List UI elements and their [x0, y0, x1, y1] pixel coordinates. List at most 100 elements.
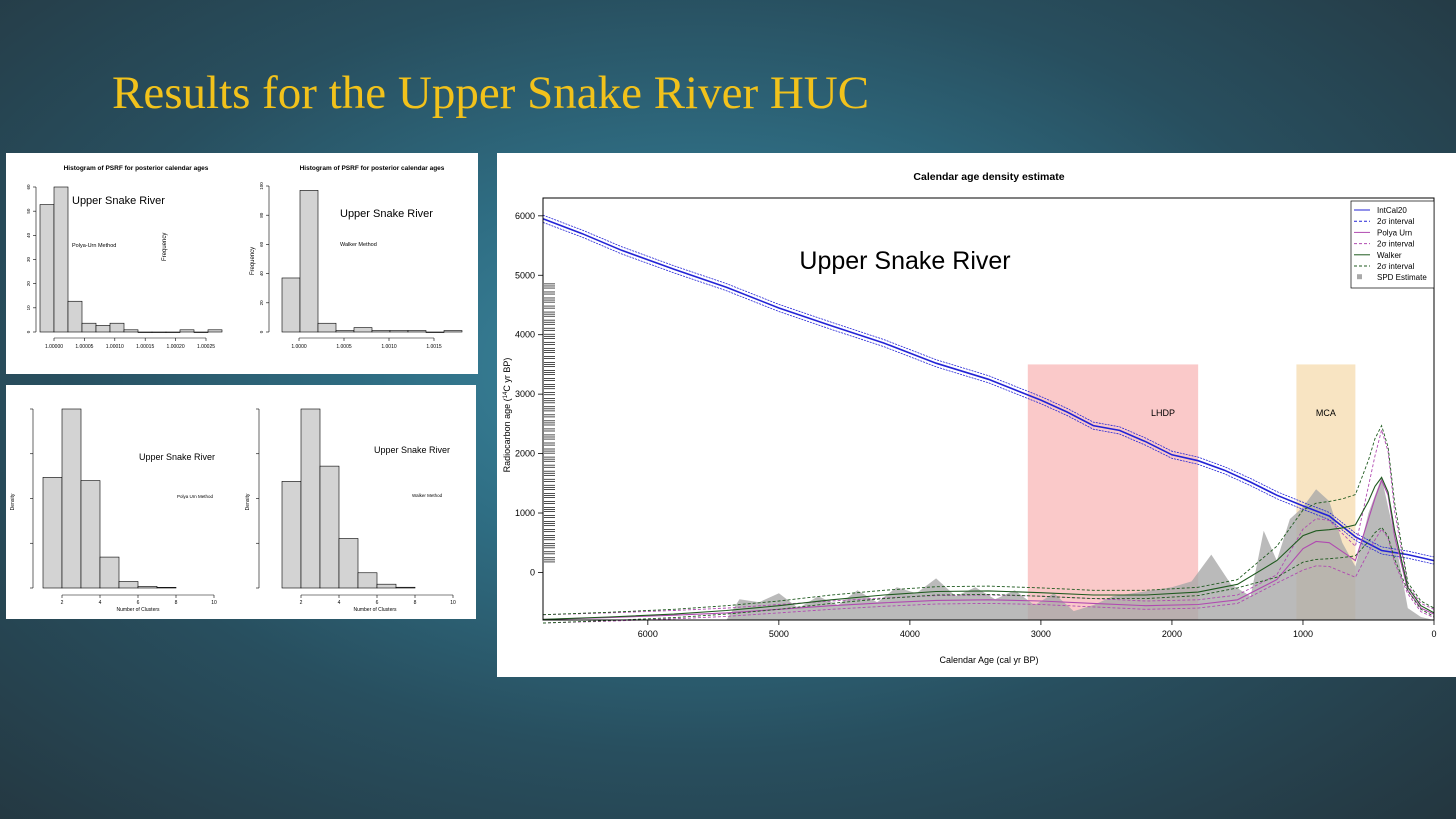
calendar-age-density-chart: Calendar age density estimate LHDP MCA 0 1… — [502, 171, 1437, 665]
histogram-bar — [95, 325, 111, 333]
y-tick-label: 6000 — [515, 211, 535, 221]
y-tick-label: 3000 — [515, 389, 535, 399]
clusters-walker-xlabel: Number of Clusters — [353, 607, 397, 613]
x-tick-label: 6 — [376, 600, 379, 606]
legend-label: 2σ interval — [1377, 262, 1415, 271]
histogram-bar — [80, 480, 101, 589]
density-chart-title: Calendar age density estimate — [913, 171, 1064, 183]
histogram-bar — [443, 330, 463, 333]
y-tick-label: 20 — [259, 300, 264, 306]
histogram-bar — [123, 329, 139, 333]
histogram-bar — [338, 538, 359, 589]
clusters-polya-histogram: Density 2 4 6 8 10 Number of Clusters Upper … — [10, 408, 217, 613]
x-tick-label: 1.0005 — [336, 344, 352, 350]
x-tick-label: 1.00005 — [75, 344, 93, 350]
psrf-polya-method: Polya-Urn Method — [72, 243, 116, 249]
legend: IntCal20 2σ interval Polya Urn 2σ interval W… — [1350, 200, 1435, 289]
legend-label: Polya Urn — [1377, 228, 1412, 237]
histogram-bar — [300, 408, 321, 589]
x-tick-label: 4000 — [900, 629, 920, 639]
x-tick-label: 3000 — [1031, 629, 1051, 639]
y-tick-label: 0 — [26, 330, 31, 333]
x-tick-label: 1.0010 — [381, 344, 397, 350]
y-tick-label: 20 — [26, 281, 31, 287]
histogram-bar — [376, 583, 397, 589]
clusters-polya-ylabel: Density — [10, 493, 16, 510]
x-tick-label: 1000 — [1293, 629, 1313, 639]
y-tick-label: 80 — [259, 212, 264, 218]
histogram-bar — [357, 572, 378, 589]
legend-label: 2σ interval — [1377, 240, 1415, 249]
clusters-polya-annotation: Upper Snake River — [139, 452, 215, 462]
spd-estimate-area — [543, 477, 1434, 620]
x-tick-label: 1.0000 — [291, 344, 307, 350]
legend-swatch — [1357, 274, 1362, 280]
x-tick-label: 1.0015 — [426, 344, 442, 350]
histogram-bar — [165, 331, 181, 333]
x-tick-label: 4 — [338, 600, 341, 606]
intcal20-2sigma-interval — [542, 222, 1435, 565]
shaded-region-lhdp — [1027, 364, 1199, 620]
psrf-walker-method: Walker Method — [340, 242, 377, 248]
x-tick-label: 2000 — [1162, 629, 1182, 639]
calendar-age-density-panel: Calendar age density estimate LHDP MCA 0 1… — [497, 153, 1456, 677]
clusters-walker-method: Walker Method — [412, 493, 443, 498]
region-label-lhdp: LHDP — [1151, 408, 1175, 418]
histogram-bar — [151, 331, 167, 333]
psrf-polya-ylabel: Frequency — [162, 233, 168, 261]
plot-frame — [542, 197, 1435, 621]
x-tick-label: 1.00015 — [136, 344, 154, 350]
histogram-bar — [299, 190, 319, 333]
density-y-axis-label: Radiocarbon age (14C yr BP) — [502, 358, 512, 473]
histogram-bar — [42, 477, 63, 589]
histogram-bar — [425, 331, 445, 333]
x-tick-label: 6000 — [638, 629, 658, 639]
walker-curve — [542, 476, 1435, 620]
y-tick-label: 1000 — [515, 508, 535, 518]
x-tick-label: 10 — [211, 600, 217, 606]
clusters-walker-ylabel: Density — [245, 493, 251, 510]
clusters-polya-xlabel: Number of Clusters — [116, 607, 160, 613]
x-tick-label: 5000 — [769, 629, 789, 639]
x-tick-label: 8 — [414, 600, 417, 606]
histogram-bar — [389, 330, 409, 333]
x-tick-label: 10 — [450, 600, 456, 606]
y-tick-label: 30 — [26, 257, 31, 263]
walker-2sigma-interval — [542, 526, 1435, 624]
x-tick-label: 1.00025 — [197, 344, 215, 350]
legend-box — [1350, 200, 1435, 289]
polya-urn-2sigma-interval — [542, 528, 1435, 624]
histogram-bar — [281, 277, 301, 333]
x-tick-label: 2 — [300, 600, 303, 606]
histogram-bar — [137, 586, 158, 589]
clusters-walker-histogram: Density 2 4 6 8 10 Number of Clusters Upper … — [245, 408, 456, 613]
histogram-bar — [193, 331, 209, 333]
histogram-bar — [371, 330, 391, 333]
histogram-bar — [99, 556, 120, 589]
y-tick-label: 40 — [26, 232, 31, 238]
psrf-polya-annotation: Upper Snake River — [72, 195, 165, 207]
density-x-axis-label: Calendar Age (cal yr BP) — [939, 655, 1038, 665]
histogram-bar — [317, 322, 337, 333]
y-tick-label: 100 — [259, 182, 264, 190]
legend-label: SPD Estimate — [1377, 273, 1427, 282]
y-tick-label: 60 — [26, 184, 31, 190]
y-tick-label: 4000 — [515, 330, 535, 340]
histogram-bar — [407, 330, 427, 333]
region-label-mca: MCA — [1316, 408, 1336, 418]
intcal20-curve — [542, 218, 1435, 562]
clusters-polya-method: Polya Urn Method — [177, 494, 214, 499]
y-tick-label: 60 — [259, 241, 264, 247]
histogram-bar — [39, 204, 55, 333]
x-tick-label: 0 — [1431, 629, 1436, 639]
psrf-histograms-panel: Histogram of PSRF for posterior calendar… — [6, 153, 478, 374]
histogram-bar — [353, 327, 373, 333]
cluster-histograms-panel: Density 2 4 6 8 10 Number of Clusters Upper … — [6, 385, 476, 619]
slide-title: Results for the Upper Snake River HUC — [112, 67, 870, 119]
histogram-bar — [137, 331, 153, 333]
histogram-bar — [53, 186, 69, 333]
histogram-bar — [281, 481, 302, 589]
psrf-walker-annotation: Upper Snake River — [340, 208, 433, 220]
psrf-polya-histogram: Histogram of PSRF for posterior calendar… — [26, 165, 223, 350]
density-chart-annotation: Upper Snake River — [799, 247, 1010, 275]
